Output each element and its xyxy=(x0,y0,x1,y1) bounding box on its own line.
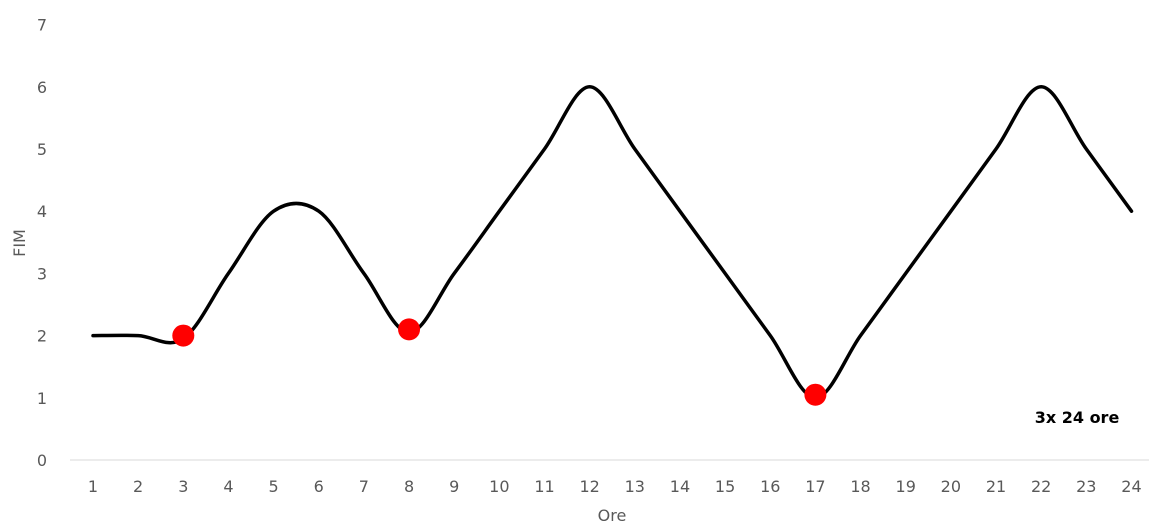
x-tick-label: 14 xyxy=(670,477,690,496)
x-tick-label: 11 xyxy=(534,477,554,496)
x-tick-label: 4 xyxy=(223,477,233,496)
x-tick-label: 6 xyxy=(314,477,324,496)
x-tick-label: 5 xyxy=(269,477,279,496)
x-tick-label: 13 xyxy=(625,477,645,496)
x-tick-label: 24 xyxy=(1121,477,1141,496)
highlight-point xyxy=(804,383,827,406)
y-tick-label: 2 xyxy=(37,327,47,346)
highlight-point xyxy=(172,324,195,347)
series-line xyxy=(91,85,1134,400)
x-tick-label: 22 xyxy=(1031,477,1051,496)
x-tick-label: 1 xyxy=(88,477,98,496)
y-tick-label: 6 xyxy=(37,78,47,97)
x-tick-label: 19 xyxy=(896,477,916,496)
x-tick-label: 16 xyxy=(760,477,780,496)
x-tick-label: 9 xyxy=(449,477,459,496)
x-tick-label: 21 xyxy=(986,477,1006,496)
x-tick-label: 18 xyxy=(850,477,870,496)
y-axis-ticks: 0 1 2 3 4 5 6 7 xyxy=(37,16,47,470)
y-tick-label: 0 xyxy=(37,451,47,470)
x-tick-label: 17 xyxy=(805,477,825,496)
y-tick-label: 3 xyxy=(37,264,47,283)
x-tick-label: 2 xyxy=(133,477,143,496)
x-tick-label: 20 xyxy=(941,477,961,496)
y-tick-label: 7 xyxy=(37,16,47,35)
x-axis-title: Ore xyxy=(598,506,627,525)
x-tick-label: 23 xyxy=(1076,477,1096,496)
highlight-point xyxy=(398,318,421,341)
x-tick-label: 3 xyxy=(178,477,188,496)
y-tick-label: 5 xyxy=(37,140,47,159)
y-tick-label: 1 xyxy=(37,389,47,408)
y-tick-label: 4 xyxy=(37,202,47,221)
x-tick-label: 10 xyxy=(489,477,509,496)
x-tick-label: 15 xyxy=(715,477,735,496)
y-axis-title: FIM xyxy=(10,229,29,257)
x-axis-ticks: 1 2 3 4 5 6 7 8 9 10 11 12 13 14 15 16 17 18 19 20 21 22 23 24 xyxy=(88,477,1142,496)
chart-annotation: 3x 24 ore xyxy=(1035,408,1120,427)
x-tick-label: 7 xyxy=(359,477,369,496)
x-tick-label: 12 xyxy=(579,477,599,496)
x-tick-label: 8 xyxy=(404,477,414,496)
highlight-points xyxy=(172,318,827,406)
